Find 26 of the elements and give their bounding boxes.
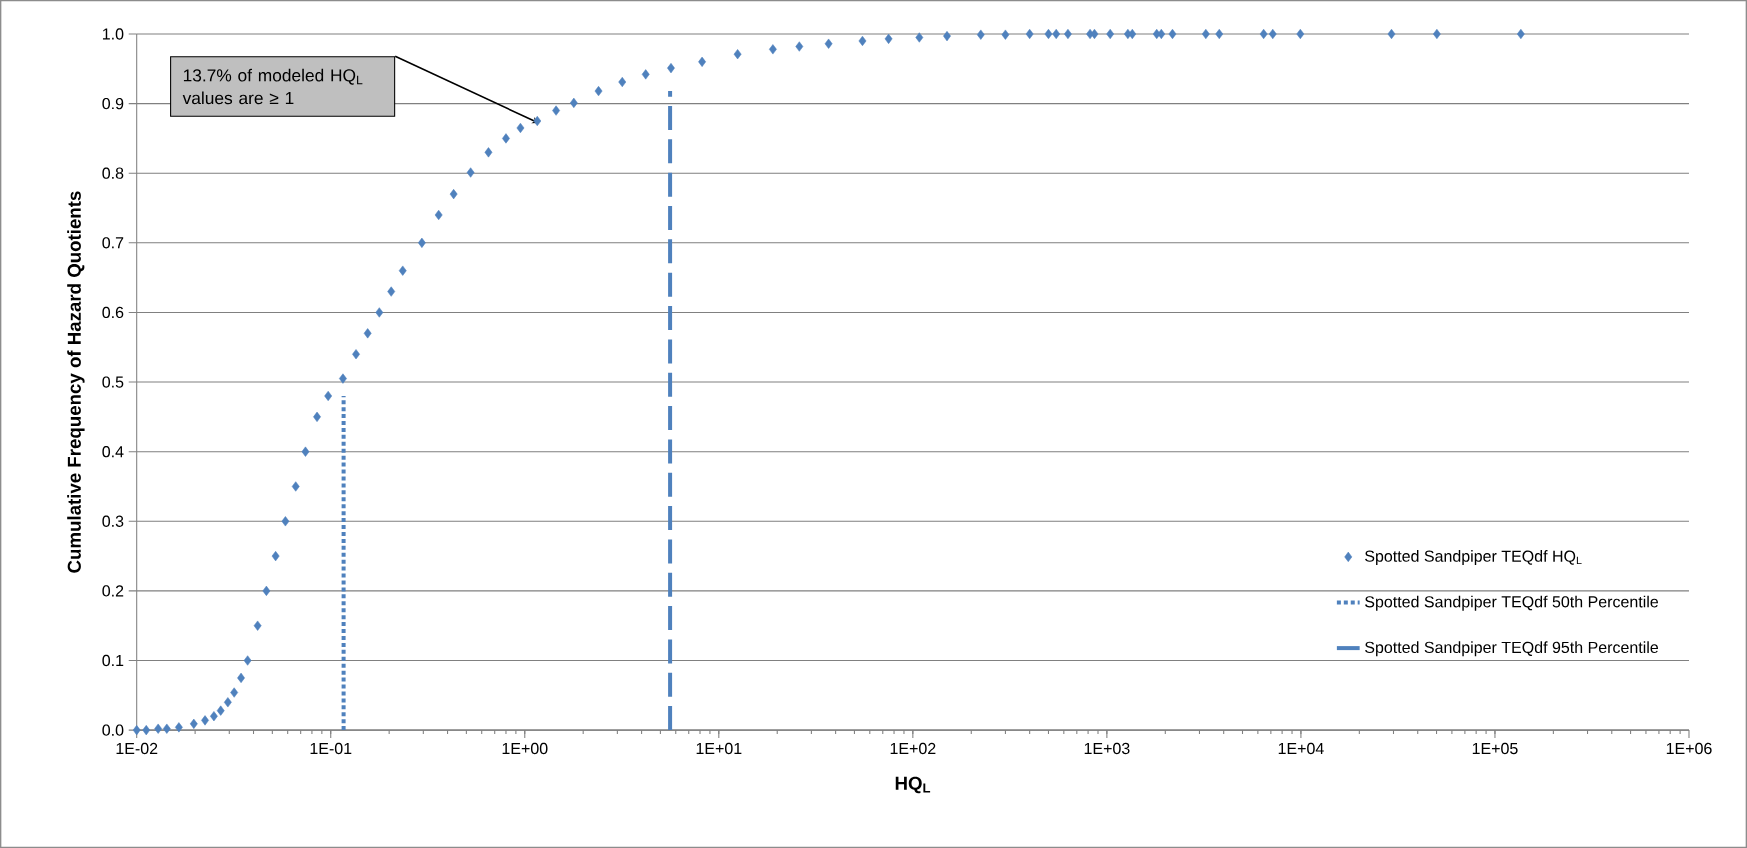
y-tick-label: 0.9 <box>102 97 124 110</box>
x-tick-label: 1E+01 <box>696 742 742 755</box>
legend-label: Spotted Sandpiper TEQdf 50th Percentile <box>1365 595 1659 611</box>
x-tick-label: 1E+00 <box>502 742 548 755</box>
y-tick-label: 0.0 <box>102 724 124 736</box>
x-tick-label: 1E-02 <box>116 742 158 755</box>
y-axis-title: Cumulative Frequency of Hazard Quotients <box>67 191 85 573</box>
y-tick-label: 0.5 <box>102 376 124 388</box>
y-tick-label: 0.8 <box>102 167 124 179</box>
text: 13.7% of modeled HQ$_{L}$ values are ≥ 1 <box>182 68 363 105</box>
y-tick-label: 0.2 <box>102 585 124 597</box>
x-tick-label: 1E-01 <box>310 742 352 755</box>
x-tick-label: 1E+06 <box>1666 742 1712 755</box>
x-tick-label: 1E+05 <box>1472 742 1518 755</box>
legend-label: Spotted Sandpiper TEQdf HQ$_{L}$ <box>1365 550 1582 565</box>
text: HQ$_{L}$ <box>895 776 931 794</box>
y-tick-label: 1.0 <box>102 28 124 40</box>
legend-label: Spotted Sandpiper TEQdf 95th Percentile <box>1365 641 1659 657</box>
x-tick-label: 1E+04 <box>1278 742 1324 755</box>
y-tick-label: 0.6 <box>102 306 124 319</box>
y-tick-label: 0.3 <box>102 515 124 527</box>
x-tick-label: 1E+02 <box>890 742 936 755</box>
y-tick-label: 0.7 <box>102 237 124 249</box>
x-tick-label: 1E+03 <box>1084 742 1130 755</box>
y-tick-label: 0.4 <box>102 445 124 458</box>
y-tick-label: 0.1 <box>102 654 124 667</box>
